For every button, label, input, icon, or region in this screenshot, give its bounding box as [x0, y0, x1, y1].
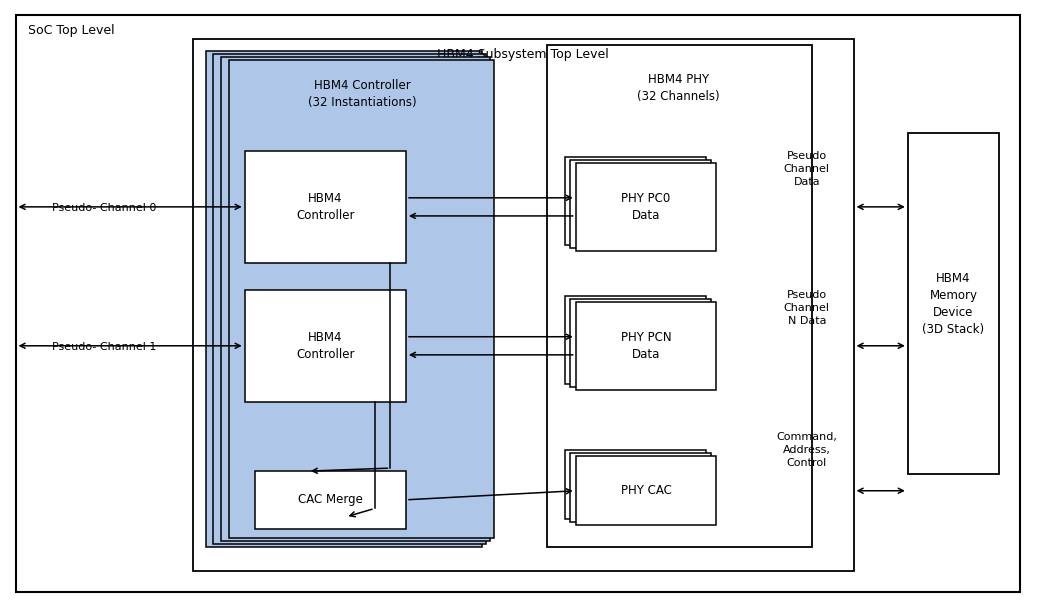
Bar [245, 151, 406, 263]
Bar [193, 39, 854, 571]
Text: HBM4
Controller: HBM4 Controller [296, 331, 355, 361]
Bar [221, 57, 490, 541]
Text: Command,
Address,
Control: Command, Address, Control [777, 432, 837, 468]
Bar [576, 302, 716, 390]
Bar [565, 157, 706, 245]
Bar [570, 299, 711, 387]
Bar [576, 456, 716, 525]
Text: HBM4 Controller
(32 Instantiations): HBM4 Controller (32 Instantiations) [308, 79, 416, 109]
Bar [245, 290, 406, 402]
Bar [255, 471, 406, 528]
Text: HBM4
Memory
Device
(3D Stack): HBM4 Memory Device (3D Stack) [922, 272, 985, 335]
Bar [229, 60, 494, 538]
Bar [908, 133, 999, 474]
Text: HBM4 PHY
(32 Channels): HBM4 PHY (32 Channels) [637, 72, 720, 103]
Text: SoC Top Level: SoC Top Level [28, 24, 115, 37]
Bar [570, 160, 711, 248]
Text: CAC Merge: CAC Merge [298, 493, 363, 506]
Text: HBM4 Subsystem Top Level: HBM4 Subsystem Top Level [437, 48, 609, 62]
Text: PHY PC0
Data: PHY PC0 Data [621, 192, 670, 222]
Bar [565, 296, 706, 384]
Text: HBM4
Controller: HBM4 Controller [296, 192, 355, 222]
Text: Pseudo- Channel 0: Pseudo- Channel 0 [52, 204, 156, 213]
Text: Pseudo
Channel
N Data: Pseudo Channel N Data [784, 290, 830, 326]
Text: PHY PCN
Data: PHY PCN Data [620, 331, 671, 361]
Bar [565, 450, 706, 519]
Bar [206, 51, 482, 547]
Bar [570, 453, 711, 522]
Text: Pseudo
Channel
Data: Pseudo Channel Data [784, 151, 830, 187]
Text: Pseudo- Channel 1: Pseudo- Channel 1 [52, 342, 156, 352]
Bar [547, 45, 812, 547]
Bar [576, 163, 716, 251]
Bar [213, 54, 486, 544]
Text: PHY CAC: PHY CAC [620, 484, 671, 497]
